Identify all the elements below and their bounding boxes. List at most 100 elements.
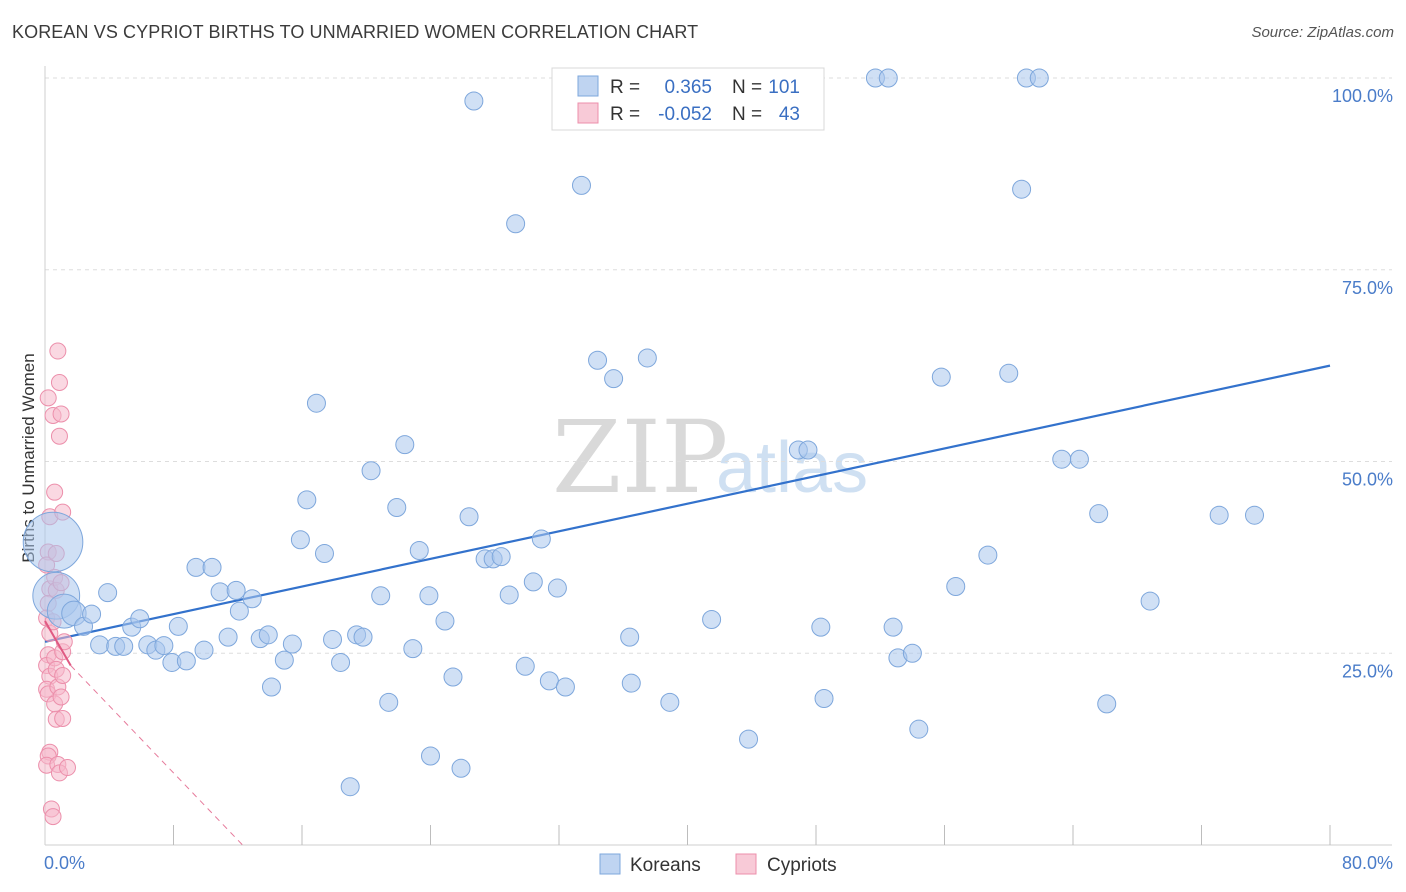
- koreans-point-74: [702, 610, 722, 630]
- koreans-point-35: [323, 629, 343, 649]
- koreans-point-64: [555, 677, 575, 697]
- legend-box: R = 0.365 N = 101 R = -0.052 N = 43: [551, 67, 825, 131]
- axes: [173, 825, 1331, 845]
- legend-n-label-koreans: N =: [732, 77, 762, 98]
- koreans-point-87: [946, 577, 966, 597]
- legend-n-label-cypriots: N =: [732, 104, 762, 125]
- koreans-point-33: [306, 393, 326, 413]
- koreans-point-20: [202, 557, 222, 577]
- koreans-point-16: [168, 616, 188, 636]
- koreans-point-85: [909, 719, 929, 739]
- koreans-point-93: [1052, 449, 1072, 469]
- x-tick-label-0: 0.0%: [44, 853, 85, 873]
- legend-swatch-koreans: [577, 75, 599, 97]
- cypriots-point-0: [39, 389, 57, 407]
- x-tick-labels: 0.0% 80.0%: [44, 853, 1393, 873]
- cypriots-trend-line-dashed: [70, 665, 243, 846]
- koreans-point-86: [931, 367, 951, 387]
- legend-r-value-cypriots: -0.052: [658, 104, 712, 125]
- koreans-point-43: [387, 498, 407, 518]
- koreans-point-7: [98, 583, 118, 603]
- koreans-point-19: [194, 640, 214, 660]
- koreans-point-63: [547, 578, 567, 598]
- koreans-point-72: [660, 692, 680, 712]
- koreans-point-67: [588, 350, 608, 370]
- koreans-point-9: [114, 636, 134, 656]
- koreans-point-88: [978, 545, 998, 565]
- bottom-legend-swatch-koreans: [599, 853, 621, 875]
- koreans-point-27: [258, 625, 278, 645]
- watermark-zip: ZIP: [552, 399, 728, 516]
- koreans-point-71: [637, 348, 657, 368]
- watermark-atlas: atlas: [716, 428, 868, 508]
- y-axis-label: Births to Unmarried Women: [19, 353, 38, 562]
- koreans-point-30: [282, 634, 302, 654]
- chart-title: KOREAN VS CYPRIOT BIRTHS TO UNMARRIED WO…: [12, 22, 699, 42]
- koreans-point-96: [1097, 694, 1117, 714]
- cypriots-point-19: [46, 483, 64, 501]
- koreans-series: [22, 68, 1265, 797]
- koreans-point-89: [999, 363, 1019, 383]
- koreans-point-39: [353, 627, 373, 647]
- koreans-point-18: [186, 557, 206, 577]
- koreans-point-98: [1209, 505, 1229, 525]
- source-label: Source: ZipAtlas.com: [1251, 24, 1394, 41]
- legend-n-value-koreans: 101: [768, 77, 800, 98]
- koreans-point-44: [395, 435, 415, 455]
- koreans-point-90: [1012, 179, 1032, 199]
- cypriots-point-34: [52, 405, 70, 423]
- koreans-point-84: [902, 643, 922, 663]
- koreans-point-37: [340, 777, 360, 797]
- koreans-point-31: [290, 530, 310, 550]
- koreans-point-92: [1029, 68, 1049, 88]
- koreans-point-11: [130, 609, 150, 629]
- koreans-point-28: [261, 677, 281, 697]
- legend-r-value-koreans: 0.365: [664, 77, 712, 98]
- koreans-point-24: [229, 601, 249, 621]
- koreans-point-51: [451, 758, 471, 778]
- koreans-point-23: [226, 580, 246, 600]
- cypriots-point-41: [58, 759, 76, 777]
- koreans-point-49: [435, 611, 455, 631]
- koreans-point-99: [1245, 505, 1265, 525]
- koreans-point-29: [274, 650, 294, 670]
- koreans-point-47: [419, 586, 439, 606]
- legend-r-label-koreans: R =: [610, 77, 640, 98]
- koreans-point-82: [883, 617, 903, 637]
- koreans-point-21: [210, 582, 230, 602]
- koreans-point-81: [878, 68, 898, 88]
- koreans-point-78: [811, 617, 831, 637]
- koreans-point-95: [1089, 504, 1109, 524]
- koreans-point-32: [297, 490, 317, 510]
- koreans-point-53: [464, 91, 484, 111]
- koreans-point-61: [531, 529, 551, 549]
- koreans-point-22: [218, 627, 238, 647]
- cypriots-point-32: [50, 373, 68, 391]
- watermark: ZIP atlas: [552, 399, 868, 516]
- koreans-point-70: [621, 673, 641, 693]
- koreans-point-0: [22, 511, 84, 573]
- bottom-legend-cypriots: Cypriots: [767, 855, 837, 876]
- koreans-point-59: [515, 656, 535, 676]
- koreans-point-46: [409, 540, 429, 560]
- cypriots-point-17: [44, 808, 62, 826]
- cypriots-point-33: [50, 427, 68, 445]
- koreans-point-97: [1140, 591, 1160, 611]
- koreans-point-34: [314, 544, 334, 564]
- koreans-point-36: [331, 652, 351, 672]
- koreans-point-69: [620, 627, 640, 647]
- bottom-legend: Koreans Cypriots: [599, 853, 837, 876]
- cypriots-point-39: [52, 688, 70, 706]
- koreans-point-75: [739, 729, 759, 749]
- y-tick-label-0: 25.0%: [1342, 661, 1393, 681]
- koreans-point-5: [82, 604, 102, 624]
- koreans-point-17: [176, 651, 196, 671]
- koreans-point-25: [242, 589, 262, 609]
- koreans-point-42: [379, 692, 399, 712]
- koreans-point-14: [154, 636, 174, 656]
- cypriots-point-40: [54, 709, 72, 727]
- bottom-legend-swatch-cypriots: [735, 853, 757, 875]
- koreans-point-41: [371, 586, 391, 606]
- koreans-point-77: [798, 440, 818, 460]
- cypriots-point-38: [54, 666, 72, 684]
